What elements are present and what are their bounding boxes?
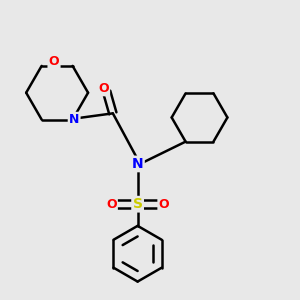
Text: N: N: [132, 157, 143, 171]
Text: S: S: [133, 197, 142, 211]
Text: N: N: [69, 113, 79, 126]
Text: O: O: [159, 198, 169, 211]
Text: O: O: [106, 198, 117, 211]
Text: O: O: [98, 82, 109, 95]
Text: O: O: [49, 55, 59, 68]
